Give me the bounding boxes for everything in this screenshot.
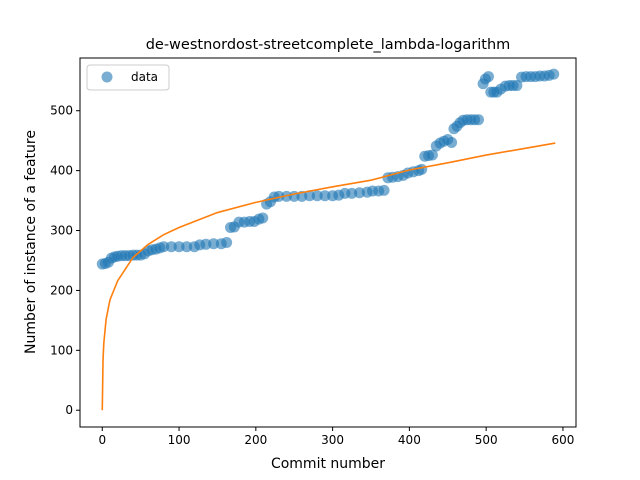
chart-title: de-westnordost-streetcomplete_lambda-log… (146, 37, 511, 53)
data-point (173, 241, 185, 253)
y-tick-label: 200 (50, 283, 73, 297)
data-point (426, 149, 438, 161)
data-point (378, 184, 390, 196)
y-axis-label: Number of instance of a feature (23, 130, 39, 354)
fit-line (101, 142, 556, 411)
data-point (319, 190, 331, 202)
x-axis-label: Commit number (271, 456, 385, 472)
y-tick-label: 100 (50, 343, 73, 357)
x-tick-label: 500 (475, 433, 498, 447)
x-tick-label: 300 (321, 433, 344, 447)
data-point (482, 71, 494, 83)
data-point (311, 190, 323, 202)
legend-box (86, 64, 170, 91)
axis-ticks: 0 100 200 300 400 500 600 0 100 200 300 400 500 (50, 104, 574, 447)
y-tick-label: 0 (65, 403, 73, 417)
plot-area (96, 68, 560, 411)
y-tick-label: 400 (50, 164, 73, 178)
data-point (221, 237, 233, 248)
axes-frame (79, 57, 577, 428)
legend-marker-data (101, 71, 113, 83)
data-point (181, 241, 193, 253)
x-tick-label: 600 (551, 433, 574, 447)
data-point (304, 190, 316, 202)
data-point (158, 241, 170, 253)
data-point (208, 238, 220, 250)
legend: data (86, 64, 170, 91)
data-point (257, 212, 269, 224)
data-point (511, 80, 523, 92)
x-tick-label: 400 (398, 433, 421, 447)
x-tick-label: 100 (168, 433, 191, 447)
legend-label-data: data (131, 70, 158, 84)
y-tick-label: 500 (50, 104, 73, 118)
x-tick-label: 0 (98, 433, 106, 447)
data-point (165, 241, 177, 253)
data-point (416, 163, 428, 175)
data-point (472, 114, 484, 126)
x-tick-label: 200 (244, 433, 267, 447)
data-point (273, 190, 285, 202)
data-point (548, 68, 560, 80)
data-point (446, 136, 458, 148)
y-tick-label: 300 (50, 224, 73, 238)
